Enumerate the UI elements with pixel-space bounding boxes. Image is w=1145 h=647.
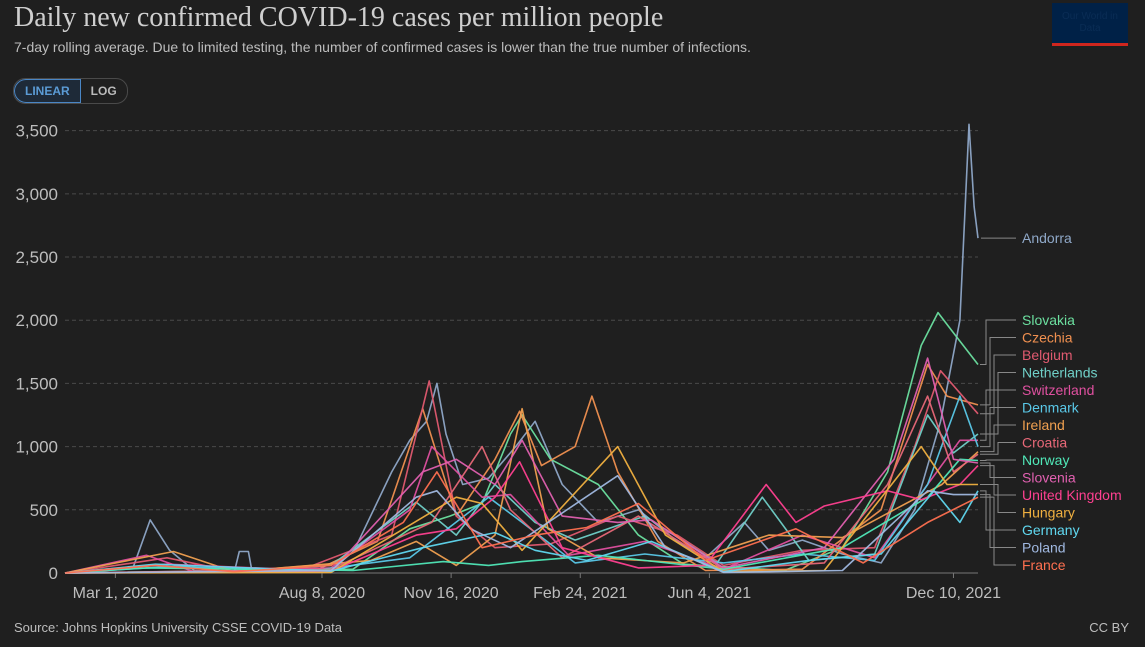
legend-label: Czechia [1022, 330, 1073, 346]
series-line-norway [64, 458, 979, 574]
connector-line [980, 354, 1016, 415]
series-line-andorra [64, 123, 979, 574]
series-line-poland [64, 474, 978, 574]
connector-line [980, 372, 1016, 435]
y-tick-label: 3,000 [15, 185, 58, 204]
legend-label: United Kingdom [1022, 487, 1122, 503]
series-line-slovakia [64, 311, 979, 574]
legend-label: Andorra [1022, 230, 1072, 246]
license-link[interactable]: CC BY [1089, 620, 1129, 635]
x-tick-label: Jun 4, 2021 [668, 585, 752, 602]
x-tick-label: Dec 10, 2021 [906, 585, 1001, 602]
connector-line [980, 494, 1016, 548]
y-tick-label: 3,500 [15, 122, 58, 141]
legend-label: Ireland [1022, 417, 1065, 433]
connector-line [980, 459, 1016, 462]
legend-label: Netherlands [1022, 365, 1098, 381]
linear-scale-button[interactable]: LINEAR [14, 79, 81, 103]
owid-logo[interactable]: Our World in Data [1052, 3, 1128, 46]
connector-line [980, 462, 1016, 478]
series-line-ireland [64, 407, 979, 574]
connector-line [980, 490, 1016, 531]
log-scale-button[interactable]: LOG [81, 79, 127, 103]
legend-label: Hungary [1022, 505, 1075, 521]
y-tick-label: 0 [49, 564, 58, 583]
series-line-germany [64, 490, 979, 574]
chart-subtitle: 7-day rolling average. Due to limited te… [14, 39, 751, 55]
legend-label: Poland [1022, 540, 1066, 556]
y-tick-label: 500 [30, 501, 58, 520]
x-tick-label: Feb 24, 2021 [533, 585, 627, 602]
series-line-czechia [64, 363, 979, 574]
legend-label: Slovenia [1022, 470, 1076, 486]
x-tick-label: Aug 8, 2020 [279, 585, 365, 602]
connector-line [980, 424, 1016, 453]
series-line-slovenia [64, 357, 979, 574]
legend-label: Switzerland [1022, 382, 1094, 398]
series-line-united-kingdom [64, 461, 979, 574]
legend-label: Slovakia [1022, 312, 1075, 328]
legend-label: Norway [1022, 452, 1069, 468]
connector-line [980, 465, 1016, 496]
x-tick-label: Mar 1, 2020 [73, 585, 158, 602]
x-tick-label: Nov 16, 2020 [404, 585, 499, 602]
connector-line [980, 319, 1016, 365]
connector-line [980, 407, 1016, 448]
y-tick-label: 1,000 [15, 438, 58, 457]
y-tick-label: 2,000 [15, 311, 58, 330]
chart-title: Daily new confirmed COVID-19 cases per m… [14, 2, 664, 33]
source-note[interactable]: Source: Johns Hopkins University CSSE CO… [14, 620, 343, 635]
connector-line [980, 484, 1016, 513]
connector-line [980, 389, 1016, 441]
connector-line [980, 496, 1016, 566]
connector-line [980, 442, 1016, 455]
connector-line [980, 337, 1016, 406]
legend-label: France [1022, 557, 1066, 573]
y-tick-label: 1,500 [15, 374, 58, 393]
series-line-croatia [64, 395, 979, 574]
legend-label: Belgium [1022, 347, 1073, 363]
legend-label: Croatia [1022, 435, 1067, 451]
y-tick-label: 2,500 [15, 248, 58, 267]
series-line-hungary [64, 445, 978, 574]
legend-label: Denmark [1022, 400, 1080, 416]
legend-label: Germany [1022, 522, 1080, 538]
series-line-france [64, 471, 979, 574]
scale-toggle: LINEAR LOG [13, 78, 128, 104]
